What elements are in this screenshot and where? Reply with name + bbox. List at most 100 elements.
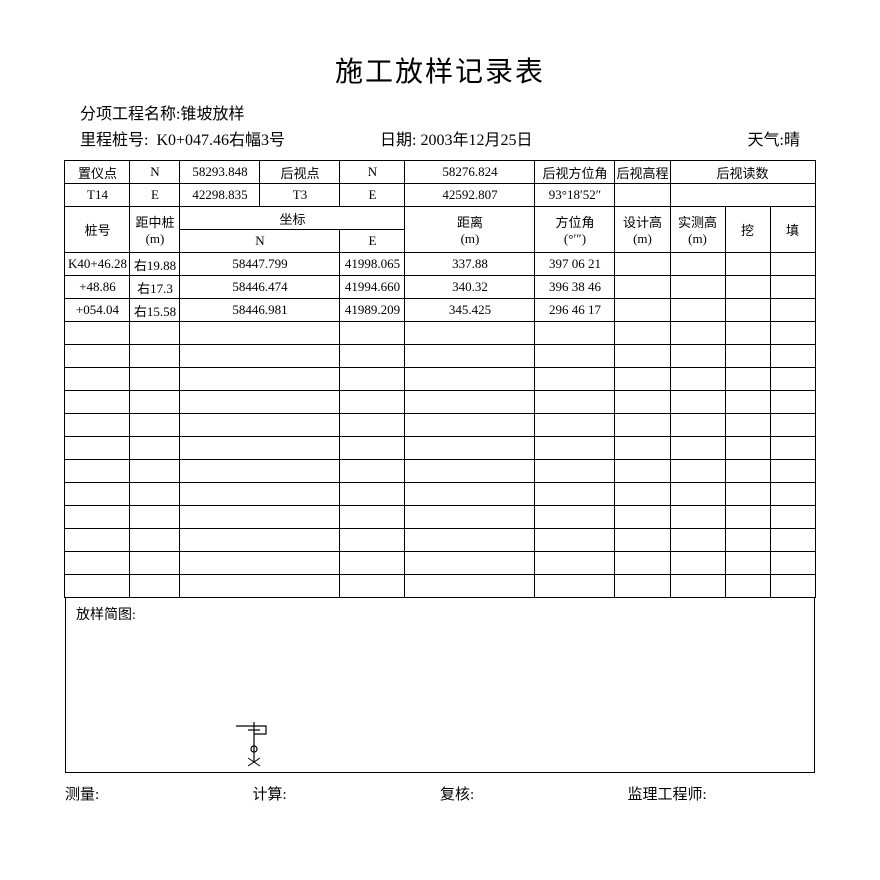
cell [65,506,130,529]
hdr-back-elev: 后视高程 [615,161,670,184]
hdr-az-val: 93°18′52″ [535,184,615,207]
cell [670,391,725,414]
cell: 41998.065 [340,253,405,276]
cell [770,437,815,460]
page: 施工放样记录表 分项工程名称:锥坡放样 里程桩号: K0+047.46右幅3号 … [0,0,880,880]
cell: 296 46 17 [535,299,615,322]
cell [340,529,405,552]
cell [770,345,815,368]
cell [770,483,815,506]
table-row [65,391,815,414]
cell [670,276,725,299]
hdr-e: E [130,184,180,207]
sketch-label: 放样简图: [76,604,136,624]
cell [405,345,535,368]
cell [535,575,615,598]
hdr-e-val: 42298.835 [180,184,260,207]
col-dh-u: (m) [633,231,652,246]
hdr-n-val: 58293.848 [180,161,260,184]
footer-measure: 测量: [65,783,253,804]
cell [535,552,615,575]
cell: 右15.58 [130,299,180,322]
cell: +48.86 [65,276,130,299]
cell [725,253,770,276]
cell [340,460,405,483]
cell [535,483,615,506]
cell [615,414,670,437]
cell [405,368,535,391]
cell: 右19.88 [130,253,180,276]
cell [405,460,535,483]
date-value: 2003年12月25日 [420,132,532,149]
cell [670,575,725,598]
cell [615,276,670,299]
hdr-back-pt: 后视点 [260,161,340,184]
footer-review: 复核: [440,783,628,804]
cell [770,368,815,391]
cell: 345.425 [405,299,535,322]
table-row [65,552,815,575]
table-row: +054.04右15.5858446.98141989.209345.42529… [65,299,815,322]
table-row [65,506,815,529]
date-label: 日期: [380,132,416,149]
cell [535,322,615,345]
table-row [65,529,815,552]
col-cut: 挖 [725,207,770,253]
cell [770,299,815,322]
col-coord-e: E [340,230,405,253]
cell [535,529,615,552]
cell [725,575,770,598]
cell [65,391,130,414]
cell [130,575,180,598]
cell [405,437,535,460]
cell [130,460,180,483]
table-row [65,437,815,460]
table-row [65,345,815,368]
hdr-empty-2 [670,184,815,207]
cell [725,506,770,529]
sketch-box: 放样简图: [65,598,815,773]
col-fill: 填 [770,207,815,253]
cell [65,529,130,552]
hdr-t14: T14 [65,184,130,207]
cell [615,253,670,276]
cell [130,552,180,575]
col-dh-t: 设计高 [623,215,662,230]
cell [340,391,405,414]
cell [615,322,670,345]
col-dist-center-u: (m) [146,231,165,246]
cell [180,322,340,345]
cell [65,322,130,345]
project-label: 分项工程名称: [80,106,180,123]
cell [65,345,130,368]
cell [180,437,340,460]
cell [65,414,130,437]
cell [405,391,535,414]
cell: +054.04 [65,299,130,322]
cell [725,276,770,299]
cell [65,460,130,483]
footer-engineer: 监理工程师: [628,783,816,804]
cell [725,414,770,437]
cell [770,253,815,276]
table-row: K40+46.28右19.8858447.79941998.065337.883… [65,253,815,276]
hdr-t3: T3 [260,184,340,207]
cell [770,276,815,299]
cell [180,391,340,414]
col-mh-t: 实测高 [678,215,717,230]
stake-value: K0+047.46右幅3号 [156,132,285,149]
cell [770,391,815,414]
cell [340,575,405,598]
cell [405,506,535,529]
col-az-u: (°′″) [564,231,586,246]
cell [130,483,180,506]
cell [615,483,670,506]
col-coord-n: N [180,230,340,253]
cell: 58446.474 [180,276,340,299]
cell [725,460,770,483]
col-stake: 桩号 [65,207,130,253]
col-azimuth: 方位角(°′″) [535,207,615,253]
cell [615,529,670,552]
cell [340,552,405,575]
cell [725,437,770,460]
